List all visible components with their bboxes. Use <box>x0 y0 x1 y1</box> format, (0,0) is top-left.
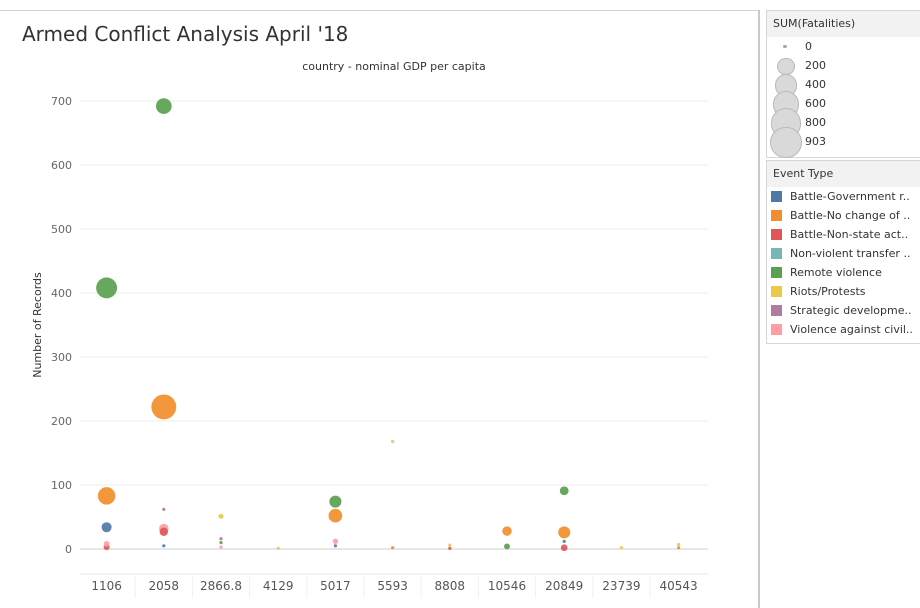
data-point[interactable] <box>502 526 512 536</box>
legend-swatch <box>771 305 782 316</box>
x-tick-label: 2866.8 <box>200 579 242 593</box>
event-type-legend-item[interactable]: Violence against civil.. <box>767 320 920 339</box>
legend-swatch <box>771 248 782 259</box>
scatter-chart: country - nominal GDP per capita 0 100 200 3… <box>31 60 708 598</box>
y-tick-label: 200 <box>51 415 72 428</box>
y-axis-title: Number of Records <box>31 272 44 378</box>
top-border <box>0 10 760 11</box>
chart-title: country - nominal GDP per capita <box>302 60 486 73</box>
legend-swatch <box>771 267 782 278</box>
data-point[interactable] <box>162 507 166 511</box>
size-legend-items: 0 200 400 600 800 903 <box>767 37 920 159</box>
event-type-legend-item[interactable]: Battle-Non-state act.. <box>767 225 920 244</box>
data-point[interactable] <box>448 546 452 550</box>
data-point[interactable] <box>333 544 337 548</box>
data-point[interactable] <box>391 546 395 550</box>
data-point[interactable] <box>219 541 223 545</box>
y-tick-label: 300 <box>51 351 72 364</box>
x-tick-label: 2058 <box>149 579 180 593</box>
event-type-label: Riots/Protests <box>790 285 866 298</box>
event-type-label: Battle-Government r.. <box>790 190 910 203</box>
data-point[interactable] <box>391 439 395 444</box>
event-type-legend-item[interactable]: Strategic developme.. <box>767 301 920 320</box>
legend-swatch <box>771 210 782 221</box>
x-tick-label: 4129 <box>263 579 294 593</box>
event-type-label: Strategic developme.. <box>790 304 912 317</box>
data-point[interactable] <box>276 546 280 550</box>
event-type-label: Violence against civil.. <box>790 323 913 336</box>
panel-divider <box>758 10 760 608</box>
event-type-legend-item[interactable]: Riots/Protests <box>767 282 920 301</box>
dashboard-title: Armed Conflict Analysis April '18 <box>22 22 349 46</box>
data-point[interactable] <box>448 543 452 547</box>
y-tick-label: 600 <box>51 159 72 172</box>
event-type-legend-item[interactable]: Battle-Government r.. <box>767 187 920 206</box>
data-point[interactable] <box>677 546 681 550</box>
x-tick-label: 1106 <box>91 579 122 593</box>
data-point[interactable] <box>562 539 566 543</box>
x-tick-label: 5017 <box>320 579 351 593</box>
event-type-legend-items: Battle-Government r.. Battle-No change of… <box>767 187 920 339</box>
data-point[interactable] <box>559 486 569 496</box>
data-point[interactable] <box>560 544 568 552</box>
data-point[interactable] <box>155 98 172 114</box>
data-point[interactable] <box>504 543 510 550</box>
size-legend-label: 400 <box>805 78 826 91</box>
event-type-label: Non-violent transfer .. <box>790 247 911 260</box>
data-point[interactable] <box>328 508 343 523</box>
data-point[interactable] <box>329 495 342 508</box>
legend-swatch <box>771 324 782 335</box>
y-tick-label: 400 <box>51 287 72 300</box>
x-tick-label: 8808 <box>435 579 466 593</box>
size-legend-item: 200 <box>767 56 920 76</box>
size-legend[interactable]: SUM(Fatalities) 0 200 400 600 800 903 <box>766 10 920 159</box>
size-legend-item: 903 <box>767 126 920 159</box>
size-legend-circle <box>770 126 802 159</box>
size-legend-circle <box>777 57 795 76</box>
data-point[interactable] <box>101 522 112 533</box>
size-legend-label: 600 <box>805 97 826 110</box>
x-tick-label: 5593 <box>377 579 408 593</box>
x-tick-label: 20849 <box>545 579 583 593</box>
y-tick-label: 500 <box>51 223 72 236</box>
data-point[interactable] <box>219 545 223 549</box>
event-type-legend-item[interactable]: Battle-No change of .. <box>767 206 920 225</box>
size-legend-label: 903 <box>805 135 826 148</box>
data-point[interactable] <box>219 537 223 541</box>
data-point[interactable] <box>96 277 118 299</box>
y-tick-label: 700 <box>51 95 72 108</box>
data-point[interactable] <box>332 538 339 545</box>
data-point[interactable] <box>159 527 169 536</box>
x-tick-label: 23739 <box>602 579 640 593</box>
size-legend-item: 0 <box>767 37 920 56</box>
data-point[interactable] <box>619 546 624 550</box>
x-tick-label: 40543 <box>660 579 698 593</box>
event-type-legend-item[interactable]: Non-violent transfer .. <box>767 244 920 263</box>
event-type-label: Remote violence <box>790 266 882 279</box>
event-type-legend-title: Event Type <box>767 161 920 187</box>
data-point[interactable] <box>162 544 166 548</box>
size-legend-title: SUM(Fatalities) <box>767 11 920 37</box>
event-type-legend-item[interactable]: Remote violence <box>767 263 920 282</box>
event-type-label: Battle-Non-state act.. <box>790 228 909 241</box>
y-tick-label: 0 <box>65 543 72 556</box>
legend-swatch <box>771 229 782 240</box>
legend-swatch <box>771 286 782 297</box>
size-legend-label: 200 <box>805 59 826 72</box>
size-legend-circle <box>783 44 787 49</box>
y-tick-label: 100 <box>51 479 72 492</box>
event-type-legend[interactable]: Event Type Battle-Government r.. Battle-N… <box>766 160 920 344</box>
data-point[interactable] <box>558 526 571 539</box>
data-point[interactable] <box>103 541 110 547</box>
event-type-label: Battle-No change of .. <box>790 209 911 222</box>
data-point[interactable] <box>151 394 177 420</box>
legend-swatch <box>771 191 782 202</box>
data-point[interactable] <box>677 542 681 547</box>
size-legend-label: 0 <box>805 40 812 53</box>
data-point[interactable] <box>218 513 224 519</box>
x-tick-label: 10546 <box>488 579 526 593</box>
data-point[interactable] <box>97 487 116 505</box>
size-legend-label: 800 <box>805 116 826 129</box>
